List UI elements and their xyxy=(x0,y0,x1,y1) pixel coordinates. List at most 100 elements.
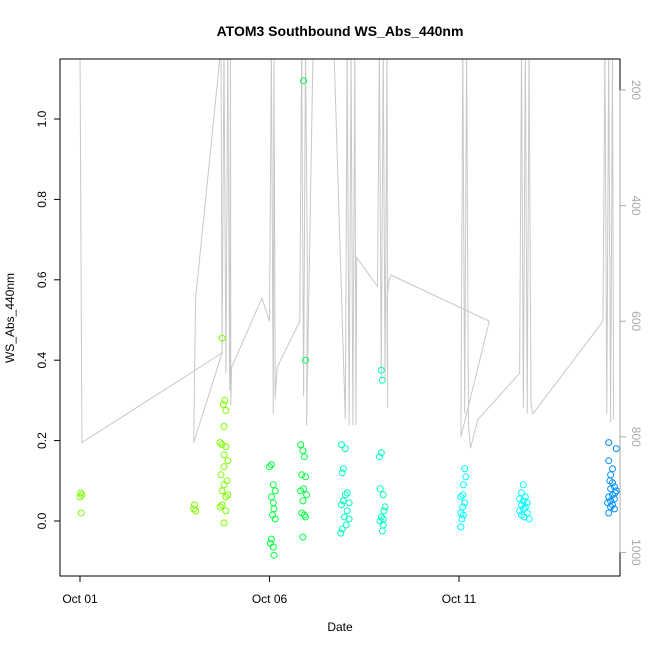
data-point xyxy=(190,505,198,513)
data-point xyxy=(266,463,273,471)
data-point xyxy=(458,515,466,523)
data-point xyxy=(460,481,467,489)
data-point xyxy=(76,493,84,501)
y-tick-label: 1.0 xyxy=(35,110,49,127)
data-point xyxy=(78,491,86,499)
data-point xyxy=(218,334,226,342)
data-point xyxy=(300,77,308,85)
data-point xyxy=(222,406,230,414)
right-tick-label: 200 xyxy=(629,80,643,100)
data-point xyxy=(518,489,525,497)
data-point xyxy=(302,356,309,364)
x-tick-label: Oct 01 xyxy=(62,592,98,606)
data-point xyxy=(521,503,529,511)
data-point xyxy=(269,481,277,489)
data-point xyxy=(609,491,616,499)
data-point xyxy=(220,423,228,430)
data-point xyxy=(460,511,467,519)
data-point xyxy=(609,501,616,509)
data-point xyxy=(297,441,305,449)
data-point xyxy=(605,457,613,465)
data-point xyxy=(218,487,226,495)
data-point xyxy=(459,491,467,499)
data-point xyxy=(224,457,232,465)
y-tick-label: 0.0 xyxy=(35,512,49,529)
data-point xyxy=(267,535,275,543)
data-point xyxy=(377,513,385,521)
right-tick-label: 600 xyxy=(629,311,643,331)
data-point xyxy=(377,449,385,457)
data-point xyxy=(461,499,469,507)
chart-title: ATOM3 Southbound WS_Abs_440nm xyxy=(217,23,464,39)
data-point xyxy=(298,471,306,479)
data-point xyxy=(222,443,230,451)
data-point xyxy=(216,503,224,511)
data-point xyxy=(338,501,345,509)
data-point xyxy=(216,439,224,447)
data-point xyxy=(516,507,524,515)
y-axis: 0.0 0.2 0.4 0.6 0.8 1.0 xyxy=(35,110,61,529)
data-point xyxy=(376,485,384,493)
data-point xyxy=(267,493,275,501)
data-point xyxy=(303,491,311,499)
data-point xyxy=(77,509,85,517)
y-tick-label: 0.4 xyxy=(35,352,49,369)
data-point xyxy=(612,445,620,453)
data-point xyxy=(270,551,278,559)
data-point xyxy=(300,485,308,493)
x-tick-label: Oct 06 xyxy=(252,592,288,606)
y-tick-label: 0.6 xyxy=(35,271,49,288)
data-point xyxy=(462,473,470,481)
data-point xyxy=(271,487,279,495)
data-point xyxy=(219,400,227,408)
data-point xyxy=(379,491,387,499)
data-point xyxy=(519,497,527,505)
y-tick-label: 0.2 xyxy=(35,432,49,449)
data-point xyxy=(519,505,527,513)
data-point xyxy=(457,523,465,531)
data-point xyxy=(381,503,389,511)
data-point xyxy=(302,473,309,481)
data-point xyxy=(267,461,275,469)
data-point xyxy=(609,479,616,487)
data-point xyxy=(338,441,345,449)
data-point xyxy=(605,509,613,517)
y-axis-label: WS_Abs_440nm xyxy=(3,273,17,363)
x-axis-label: Date xyxy=(327,620,353,634)
data-point xyxy=(380,507,388,515)
right-tick-label: 1000 xyxy=(629,539,643,566)
data-point xyxy=(607,503,615,511)
data-point xyxy=(338,469,346,477)
data-point xyxy=(609,465,616,473)
right-tick-label: 800 xyxy=(629,427,643,447)
data-points-layer xyxy=(76,77,620,559)
data-point xyxy=(377,366,385,374)
data-point xyxy=(218,501,226,509)
data-point xyxy=(459,503,467,511)
data-point xyxy=(343,489,351,497)
x-axis: Oct 01 Oct 06 Oct 11 xyxy=(62,575,477,606)
data-point xyxy=(341,513,348,521)
data-point xyxy=(221,396,229,404)
data-point xyxy=(302,513,309,521)
data-point xyxy=(339,465,347,473)
data-point xyxy=(343,507,351,515)
right-axis: 200 400 600 800 1000 xyxy=(619,80,643,566)
data-point xyxy=(300,453,308,461)
data-point xyxy=(457,493,465,501)
data-point xyxy=(222,507,230,515)
data-point xyxy=(345,499,353,507)
altitude-line xyxy=(79,59,615,449)
data-point xyxy=(525,515,533,523)
data-point xyxy=(337,529,345,537)
data-point xyxy=(217,471,225,479)
data-point xyxy=(220,463,228,471)
data-point xyxy=(220,481,228,489)
data-point xyxy=(271,515,279,523)
data-point xyxy=(269,543,277,551)
data-point xyxy=(610,495,618,503)
data-point xyxy=(192,507,200,515)
y-tick-label: 0.8 xyxy=(35,191,49,208)
